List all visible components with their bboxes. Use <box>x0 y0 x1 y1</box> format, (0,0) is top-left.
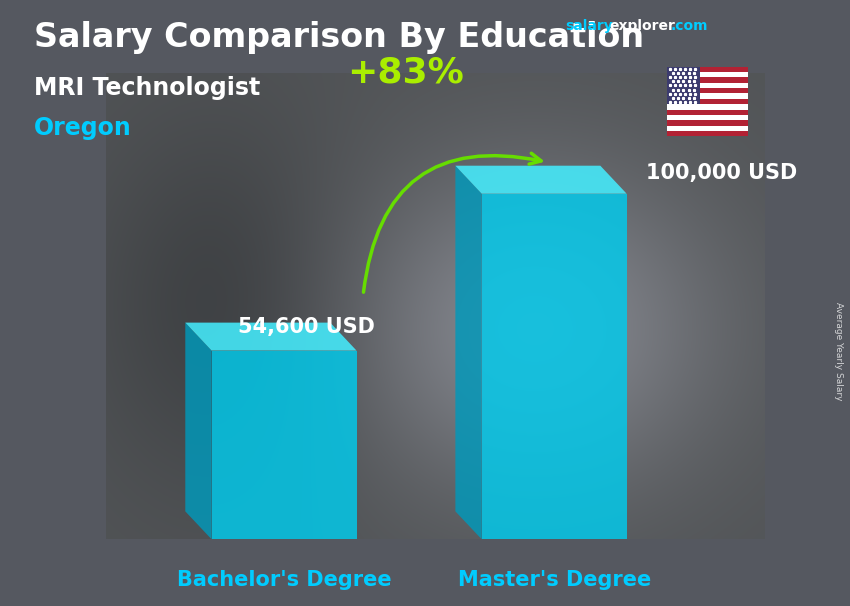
Bar <box>667 67 748 72</box>
Polygon shape <box>185 322 212 539</box>
Bar <box>667 110 748 115</box>
Polygon shape <box>482 194 626 539</box>
Bar <box>667 125 748 131</box>
Bar <box>667 93 748 99</box>
Bar <box>667 78 748 83</box>
Bar <box>667 67 700 104</box>
Bar <box>667 104 748 110</box>
Polygon shape <box>185 322 357 351</box>
Polygon shape <box>456 165 626 194</box>
Text: Salary Comparison By Education: Salary Comparison By Education <box>34 21 644 54</box>
Text: Master's Degree: Master's Degree <box>457 570 651 590</box>
Text: 54,600 USD: 54,600 USD <box>238 317 375 337</box>
Bar <box>667 72 748 78</box>
Bar <box>667 88 748 93</box>
Text: +83%: +83% <box>348 56 464 90</box>
Text: explorer: explorer <box>609 19 675 33</box>
Bar <box>667 131 748 136</box>
Bar <box>667 99 748 104</box>
Bar <box>667 120 748 125</box>
Text: MRI Technologist: MRI Technologist <box>34 76 260 100</box>
Bar <box>667 115 748 120</box>
Text: 100,000 USD: 100,000 USD <box>647 164 797 184</box>
Bar <box>667 83 748 88</box>
Text: Average Yearly Salary: Average Yearly Salary <box>834 302 843 401</box>
Text: Bachelor's Degree: Bachelor's Degree <box>177 570 391 590</box>
Polygon shape <box>456 165 482 539</box>
Text: .com: .com <box>671 19 708 33</box>
Polygon shape <box>212 351 357 539</box>
Text: Oregon: Oregon <box>34 116 132 141</box>
Text: salary: salary <box>565 19 613 33</box>
